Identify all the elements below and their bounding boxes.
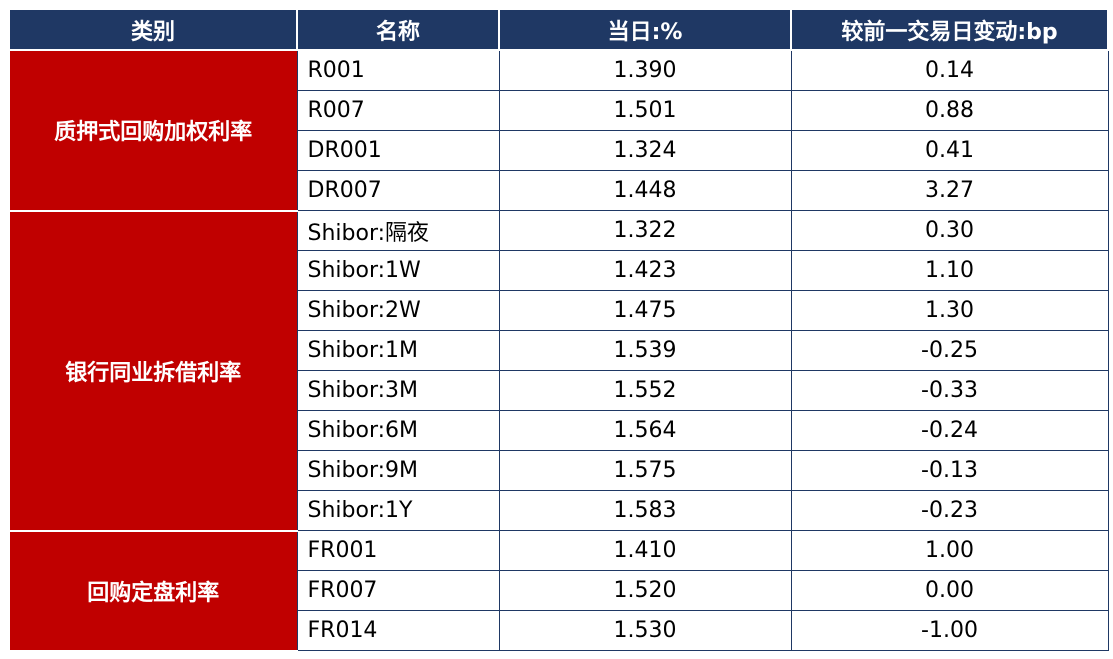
name-cell: Shibor:1Y	[296, 490, 500, 531]
table-row: Shibor:6M 1.564 -0.24	[9, 410, 1109, 451]
category-cell: 回购定盘利率	[8, 529, 298, 652]
name-cell: Shibor:1W	[296, 250, 500, 291]
change-cell: -0.33	[790, 370, 1109, 411]
today-cell: 1.552	[498, 370, 792, 411]
today-cell: 1.539	[498, 330, 792, 371]
header-today: 当日:%	[498, 8, 792, 51]
table-row: R007 1.501 0.88	[9, 90, 1109, 131]
name-cell: FR014	[296, 610, 500, 651]
table-row: DR007 1.448 3.27	[9, 170, 1109, 211]
name-cell: Shibor:2W	[296, 290, 500, 331]
change-cell: -0.25	[790, 330, 1109, 371]
today-cell: 1.575	[498, 450, 792, 491]
change-cell: 3.27	[790, 170, 1109, 211]
today-cell: 1.583	[498, 490, 792, 531]
table-row: FR014 1.530 -1.00	[9, 610, 1109, 651]
table-row: Shibor:3M 1.552 -0.33	[9, 370, 1109, 411]
change-cell: -0.24	[790, 410, 1109, 451]
change-cell: 1.00	[790, 530, 1109, 571]
header-row: 类别 名称 当日:% 较前一交易日变动:bp	[8, 8, 1109, 51]
rates-table-header: 类别 名称 当日:% 较前一交易日变动:bp	[8, 8, 1109, 51]
name-cell: FR001	[296, 530, 500, 571]
today-cell: 1.322	[498, 210, 792, 251]
name-cell: FR007	[296, 570, 500, 611]
name-cell: DR001	[296, 130, 500, 171]
table-row: Shibor:9M 1.575 -0.13	[9, 450, 1109, 491]
change-cell: 0.88	[790, 90, 1109, 131]
table-row: FR007 1.520 0.00	[9, 570, 1109, 611]
change-cell: 0.30	[790, 210, 1109, 251]
header-change: 较前一交易日变动:bp	[790, 8, 1109, 51]
change-cell: 0.14	[790, 49, 1109, 91]
change-cell: -1.00	[790, 610, 1109, 651]
category-cell: 银行同业拆借利率	[8, 209, 298, 532]
today-cell: 1.501	[498, 90, 792, 131]
rates-table-body: 质押式回购加权利率 R001 1.390 0.14 R007 1.501 0.88 DR001…	[8, 49, 1109, 652]
today-cell: 1.530	[498, 610, 792, 651]
table-row: Shibor:1M 1.539 -0.25	[9, 330, 1109, 371]
change-cell: 1.10	[790, 250, 1109, 291]
today-cell: 1.410	[498, 530, 792, 571]
today-cell: 1.423	[498, 250, 792, 291]
change-cell: 1.30	[790, 290, 1109, 331]
today-cell: 1.520	[498, 570, 792, 611]
name-cell: Shibor:9M	[296, 450, 500, 491]
table-row: DR001 1.324 0.41	[9, 130, 1109, 171]
name-cell: R001	[296, 49, 500, 91]
name-cell: Shibor:1M	[296, 330, 500, 371]
category-cell: 质押式回购加权利率	[8, 49, 298, 212]
rates-table: 类别 名称 当日:% 较前一交易日变动:bp 质押式回购加权利率 R001 1.39…	[8, 8, 1109, 652]
today-cell: 1.448	[498, 170, 792, 211]
table-row: Shibor:1Y 1.583 -0.23	[9, 490, 1109, 531]
change-cell: -0.23	[790, 490, 1109, 531]
today-cell: 1.324	[498, 130, 792, 171]
name-cell: Shibor:3M	[296, 370, 500, 411]
name-cell: DR007	[296, 170, 500, 211]
name-cell: R007	[296, 90, 500, 131]
today-cell: 1.390	[498, 49, 792, 91]
header-name: 名称	[296, 8, 500, 51]
change-cell: 0.41	[790, 130, 1109, 171]
table-row: 质押式回购加权利率 R001 1.390 0.14	[8, 49, 1109, 212]
name-cell: Shibor:6M	[296, 410, 500, 451]
table-row: 回购定盘利率 FR001 1.410 1.00	[8, 529, 1109, 652]
name-cell: Shibor:隔夜	[296, 210, 500, 251]
table-row: Shibor:1W 1.423 1.10	[9, 250, 1109, 291]
change-cell: -0.13	[790, 450, 1109, 491]
change-cell: 0.00	[790, 570, 1109, 611]
today-cell: 1.475	[498, 290, 792, 331]
table-row: 银行同业拆借利率 Shibor:隔夜 1.322 0.30	[8, 209, 1109, 532]
header-category: 类别	[8, 8, 298, 51]
today-cell: 1.564	[498, 410, 792, 451]
